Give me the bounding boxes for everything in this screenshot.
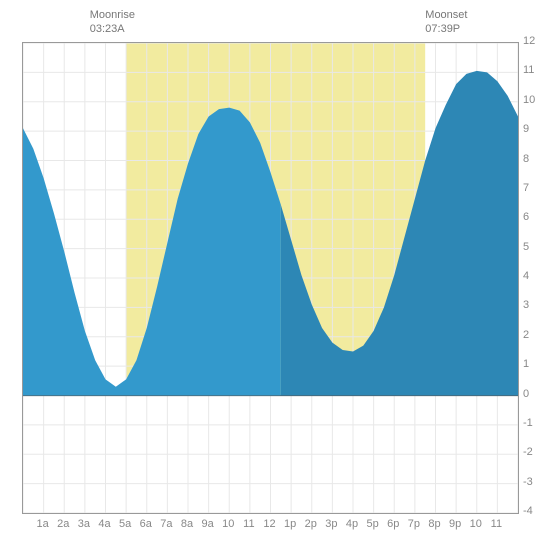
x-tick: 12 <box>263 518 275 530</box>
x-tick: 3p <box>325 518 337 530</box>
plot-area <box>22 42 519 514</box>
moonrise-time: 03:23A <box>90 22 135 36</box>
x-tick: 9p <box>449 518 461 530</box>
moonset-time: 07:39P <box>425 22 467 36</box>
x-tick: 7a <box>160 518 172 530</box>
y-tick: -1 <box>523 417 533 429</box>
x-tick: 6p <box>387 518 399 530</box>
chart-svg <box>23 43 518 513</box>
y-tick: 0 <box>523 388 529 400</box>
y-tick: 3 <box>523 299 529 311</box>
x-tick: 2a <box>57 518 69 530</box>
x-tick: 9a <box>202 518 214 530</box>
moonset-label: Moonset 07:39P <box>425 8 467 37</box>
x-tick: 10 <box>222 518 234 530</box>
x-tick: 4a <box>98 518 110 530</box>
x-tick: 3a <box>78 518 90 530</box>
y-tick: 7 <box>523 182 529 194</box>
moonset-title: Moonset <box>425 8 467 22</box>
y-tick: -4 <box>523 505 533 517</box>
y-tick: 5 <box>523 241 529 253</box>
y-tick: 9 <box>523 123 529 135</box>
x-tick: 8p <box>428 518 440 530</box>
y-tick: 11 <box>523 64 534 76</box>
y-tick: 8 <box>523 153 529 165</box>
x-tick: 10 <box>470 518 482 530</box>
x-tick: 11 <box>491 518 502 530</box>
x-tick: 4p <box>346 518 358 530</box>
x-tick: 1p <box>284 518 296 530</box>
x-tick: 5a <box>119 518 131 530</box>
y-tick: 10 <box>523 94 535 106</box>
y-tick: 4 <box>523 270 529 282</box>
y-tick: 2 <box>523 329 529 341</box>
y-tick: 6 <box>523 211 529 223</box>
x-tick: 6a <box>140 518 152 530</box>
y-tick: 12 <box>523 35 535 47</box>
x-tick: 7p <box>408 518 420 530</box>
tide-chart: Moonrise 03:23A Moonset 07:39P -4 -3 -2 -1 0… <box>0 0 550 550</box>
x-tick: 2p <box>305 518 317 530</box>
x-tick: 1a <box>37 518 49 530</box>
y-tick: -2 <box>523 446 533 458</box>
moonrise-title: Moonrise <box>90 8 135 22</box>
x-tick: 11 <box>243 518 254 530</box>
y-tick: -3 <box>523 476 533 488</box>
x-tick: 5p <box>367 518 379 530</box>
x-tick: 8a <box>181 518 193 530</box>
y-tick: 1 <box>523 358 529 370</box>
moonrise-label: Moonrise 03:23A <box>90 8 135 37</box>
